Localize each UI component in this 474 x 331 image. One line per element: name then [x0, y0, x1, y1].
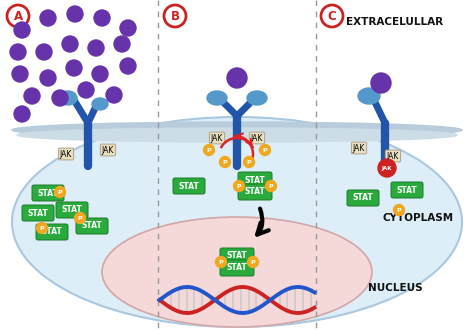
Text: CYTOPLASM: CYTOPLASM [383, 213, 454, 223]
Text: STAT: STAT [227, 263, 247, 272]
Circle shape [10, 44, 26, 60]
Ellipse shape [12, 122, 462, 138]
FancyBboxPatch shape [36, 224, 68, 240]
Ellipse shape [12, 117, 462, 327]
Text: A: A [13, 10, 23, 23]
Text: P: P [78, 215, 82, 220]
Circle shape [216, 257, 227, 267]
Text: STAT: STAT [27, 209, 48, 217]
Circle shape [24, 88, 40, 104]
Circle shape [219, 157, 230, 167]
Text: P: P [251, 260, 255, 264]
Circle shape [203, 145, 215, 156]
Circle shape [14, 106, 30, 122]
Circle shape [7, 5, 29, 27]
Text: P: P [58, 190, 62, 195]
FancyBboxPatch shape [347, 190, 379, 206]
FancyBboxPatch shape [238, 172, 272, 188]
Circle shape [259, 145, 271, 156]
Circle shape [36, 222, 47, 233]
FancyBboxPatch shape [220, 260, 254, 276]
Text: STAT: STAT [37, 188, 58, 198]
FancyBboxPatch shape [391, 182, 423, 198]
Circle shape [120, 58, 136, 74]
Text: STAT: STAT [227, 252, 247, 260]
Circle shape [14, 22, 30, 38]
Text: STAT: STAT [245, 187, 265, 197]
Circle shape [120, 20, 136, 36]
Circle shape [88, 40, 104, 56]
Ellipse shape [59, 91, 77, 105]
Text: P: P [397, 208, 401, 213]
FancyBboxPatch shape [220, 248, 254, 264]
Circle shape [94, 10, 110, 26]
Circle shape [40, 10, 56, 26]
Circle shape [164, 5, 186, 27]
Circle shape [378, 159, 396, 177]
Text: JAK: JAK [211, 133, 223, 143]
Circle shape [66, 60, 82, 76]
Circle shape [36, 44, 52, 60]
Circle shape [67, 6, 83, 22]
Circle shape [234, 180, 245, 192]
Text: P: P [263, 148, 267, 153]
Circle shape [321, 5, 343, 27]
Circle shape [52, 90, 68, 106]
Circle shape [227, 68, 247, 88]
FancyBboxPatch shape [76, 218, 108, 234]
Text: JAK: JAK [382, 166, 392, 170]
Text: STAT: STAT [245, 175, 265, 184]
Text: JAK: JAK [251, 133, 263, 143]
Text: B: B [171, 10, 180, 23]
Circle shape [244, 157, 255, 167]
Text: NUCLEUS: NUCLEUS [368, 283, 422, 293]
Circle shape [62, 36, 78, 52]
Text: STAT: STAT [179, 181, 200, 191]
Text: STAT: STAT [62, 206, 82, 214]
Text: STAT: STAT [42, 227, 63, 237]
Text: JAK: JAK [387, 152, 399, 161]
Ellipse shape [17, 128, 457, 142]
Text: P: P [269, 183, 273, 188]
Circle shape [106, 87, 122, 103]
Text: JAK: JAK [60, 150, 72, 159]
Circle shape [371, 73, 391, 93]
Ellipse shape [247, 91, 267, 105]
Ellipse shape [207, 91, 227, 105]
Circle shape [393, 205, 404, 215]
Text: C: C [328, 10, 337, 23]
Circle shape [114, 36, 130, 52]
Circle shape [74, 213, 85, 223]
Text: EXTRACELULLAR: EXTRACELULLAR [346, 17, 444, 27]
FancyBboxPatch shape [173, 178, 205, 194]
Circle shape [265, 180, 276, 192]
Ellipse shape [92, 98, 108, 110]
Circle shape [40, 70, 56, 86]
Ellipse shape [358, 88, 380, 104]
Circle shape [12, 66, 28, 82]
Text: P: P [219, 260, 223, 264]
Text: P: P [246, 160, 251, 165]
Circle shape [78, 82, 94, 98]
Text: P: P [223, 160, 228, 165]
Text: P: P [40, 225, 44, 230]
Text: STAT: STAT [82, 221, 102, 230]
Text: P: P [237, 183, 241, 188]
Text: JAK: JAK [102, 146, 114, 155]
Circle shape [55, 186, 65, 198]
FancyBboxPatch shape [56, 202, 88, 218]
Text: STAT: STAT [397, 185, 418, 195]
FancyBboxPatch shape [22, 205, 54, 221]
FancyBboxPatch shape [32, 185, 64, 201]
Ellipse shape [102, 217, 372, 327]
Text: JAK: JAK [353, 144, 365, 153]
Circle shape [247, 257, 258, 267]
FancyBboxPatch shape [238, 184, 272, 200]
Text: STAT: STAT [353, 194, 374, 203]
Circle shape [92, 66, 108, 82]
Text: P: P [207, 148, 211, 153]
